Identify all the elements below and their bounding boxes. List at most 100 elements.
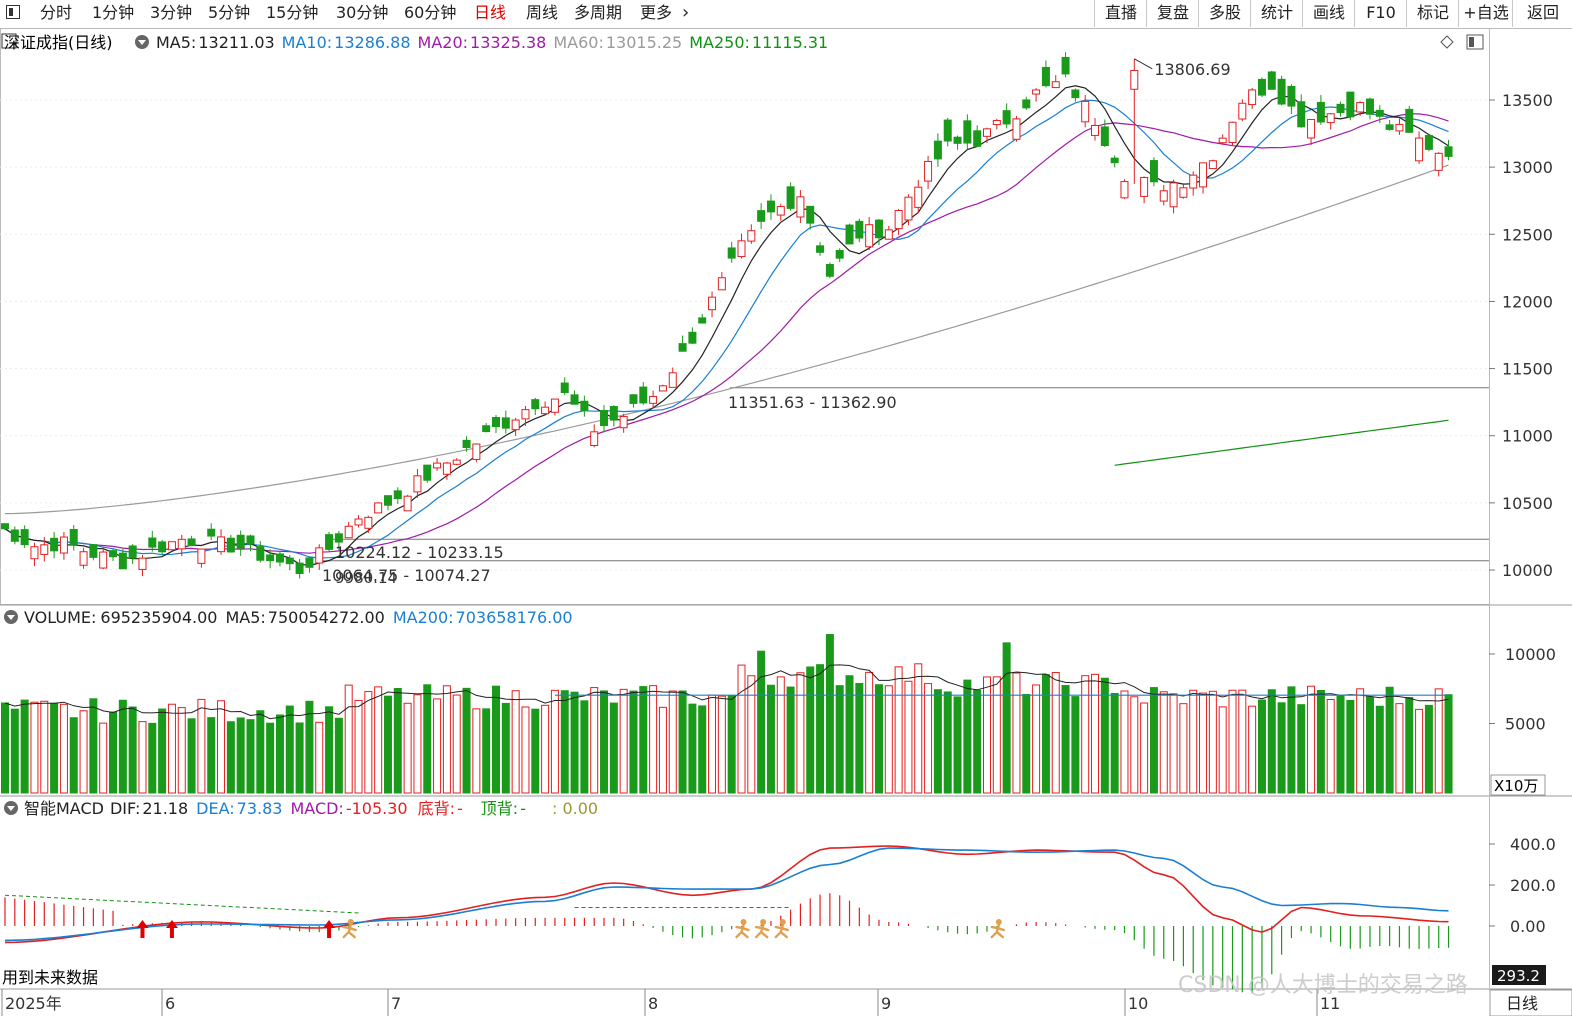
toolbar-button-1[interactable]: 复盘 xyxy=(1146,0,1199,27)
candle-body xyxy=(10,529,19,542)
tab-10[interactable]: 更多 xyxy=(640,3,673,22)
toolbar-button-7[interactable]: +自选 xyxy=(1458,0,1513,27)
volume-bar xyxy=(717,695,726,794)
volume-bar xyxy=(472,708,481,794)
tab-3[interactable]: 5分钟 xyxy=(208,3,251,22)
volume-bar xyxy=(1434,688,1443,794)
gap-lines xyxy=(320,387,1489,562)
volume-bar xyxy=(393,687,402,794)
volume-bar xyxy=(246,719,255,794)
candle-body xyxy=(462,439,471,448)
volume-bar xyxy=(374,686,383,794)
candle-body xyxy=(1424,135,1433,150)
volume-bar xyxy=(786,686,795,794)
tab-1[interactable]: 1分钟 xyxy=(92,3,135,22)
tab-5[interactable]: 30分钟 xyxy=(336,3,389,22)
gap2-label: 10224.12 - 10233.15 xyxy=(335,543,504,562)
volume-legend: VOLUME: 695235904.00 MA5: 750054272.00 MA200… xyxy=(4,608,1546,796)
candle-body xyxy=(1297,101,1306,128)
gap1-label: 11351.63 - 11362.90 xyxy=(728,393,897,412)
volume-bar xyxy=(442,685,451,794)
toolbar-button-0[interactable]: 直播 xyxy=(1094,0,1147,27)
chevron-down-icon xyxy=(7,615,15,620)
toolbar-button-4[interactable]: 画线 xyxy=(1302,0,1355,27)
panel-window-icon[interactable] xyxy=(1466,34,1484,50)
tab-2[interactable]: 3分钟 xyxy=(150,3,193,22)
volume-bar xyxy=(423,684,432,794)
volume-bar xyxy=(639,686,648,794)
volume-bar xyxy=(109,711,118,794)
xaxis-label: 7 xyxy=(391,994,401,1013)
price-tick-label: 12500 xyxy=(1502,225,1553,244)
candle-body xyxy=(1385,124,1394,130)
tab-8[interactable]: 周线 xyxy=(526,3,559,22)
watermark: CSDN @人大博士的交易之路 xyxy=(1178,973,1468,998)
volume-bar xyxy=(1169,693,1178,794)
candle-body xyxy=(511,419,520,431)
volume-bar xyxy=(10,708,19,794)
macd-histogram xyxy=(4,893,1450,994)
candle-body xyxy=(953,136,962,144)
candle-body xyxy=(570,394,579,405)
volume-bar xyxy=(1287,686,1296,794)
candle-body xyxy=(275,553,284,563)
candle-body xyxy=(177,538,186,550)
candle-body xyxy=(1189,174,1198,189)
candle-body xyxy=(374,502,383,514)
volume-bar xyxy=(118,699,127,794)
candle-body xyxy=(325,534,334,550)
price-tick-label: 11000 xyxy=(1502,427,1553,446)
candle-body xyxy=(855,220,864,239)
kline-chart[interactable]: 13500 13000 12500 12000 11500 11000 10500 10000… xyxy=(0,28,1572,1016)
volume-bar xyxy=(20,699,29,794)
volume-bar xyxy=(1238,689,1247,794)
candle-body xyxy=(393,490,402,500)
candle-body xyxy=(334,533,343,543)
volume-bar xyxy=(894,666,903,794)
macd-legend: 智能MACD DIF: 21.18 DEA: 73.83 MACD: -105.30 底背: -… xyxy=(2,799,1546,987)
candle-body xyxy=(600,410,609,427)
tab-7[interactable]: 日线 xyxy=(474,3,507,22)
volume-bar xyxy=(963,679,972,794)
toolbar-button-5[interactable]: F10 xyxy=(1354,0,1407,27)
ma20-line xyxy=(4,113,1449,554)
candle-body xyxy=(79,551,88,566)
candle-body xyxy=(1346,91,1355,118)
toolbar-button-8[interactable]: 返回 xyxy=(1512,0,1572,27)
volume-bar xyxy=(1257,699,1266,794)
tab-6[interactable]: 60分钟 xyxy=(404,3,457,22)
volume-bar xyxy=(256,710,265,794)
candle-body xyxy=(757,210,766,222)
panel-toggle-icon[interactable] xyxy=(1,33,17,49)
candle-body xyxy=(668,372,677,388)
candle-body xyxy=(816,245,825,253)
volume-bar xyxy=(1415,708,1424,794)
panel-window-icon-inner xyxy=(1469,37,1474,47)
toolbar-button-6[interactable]: 标记 xyxy=(1406,0,1459,27)
candle-body xyxy=(796,196,805,218)
candle-body xyxy=(924,160,933,182)
panel-toggle-icon[interactable] xyxy=(6,5,20,19)
volume-bar xyxy=(992,676,1001,794)
candle-body xyxy=(99,551,108,569)
volume-bar xyxy=(167,703,176,794)
ma-legend: MA5: 13211.03 MA10: 13286.88 MA20: 13325.38 MA… xyxy=(156,33,828,52)
tab-0[interactable]: 分时 xyxy=(40,3,73,22)
toolbar-button-2[interactable]: 多股 xyxy=(1198,0,1251,27)
volume-bar xyxy=(1041,674,1050,794)
xaxis-label: 9 xyxy=(881,994,891,1013)
toolbar-button-3[interactable]: 统计 xyxy=(1250,0,1303,27)
volume-bar xyxy=(158,708,167,794)
tab-4[interactable]: 15分钟 xyxy=(266,3,319,22)
volume-bar xyxy=(1022,693,1031,794)
diamond-icon[interactable] xyxy=(1440,35,1454,49)
volume-bar xyxy=(1307,685,1316,794)
volume-bar xyxy=(295,722,304,794)
volume-bar xyxy=(600,690,609,794)
ma-legend-value: 13325.38 xyxy=(470,33,546,52)
volume-bar xyxy=(462,687,471,794)
tab-9[interactable]: 多周期 xyxy=(574,3,623,22)
volume-bar xyxy=(79,710,88,794)
candle-body xyxy=(737,240,746,258)
volume-bar xyxy=(383,695,392,794)
